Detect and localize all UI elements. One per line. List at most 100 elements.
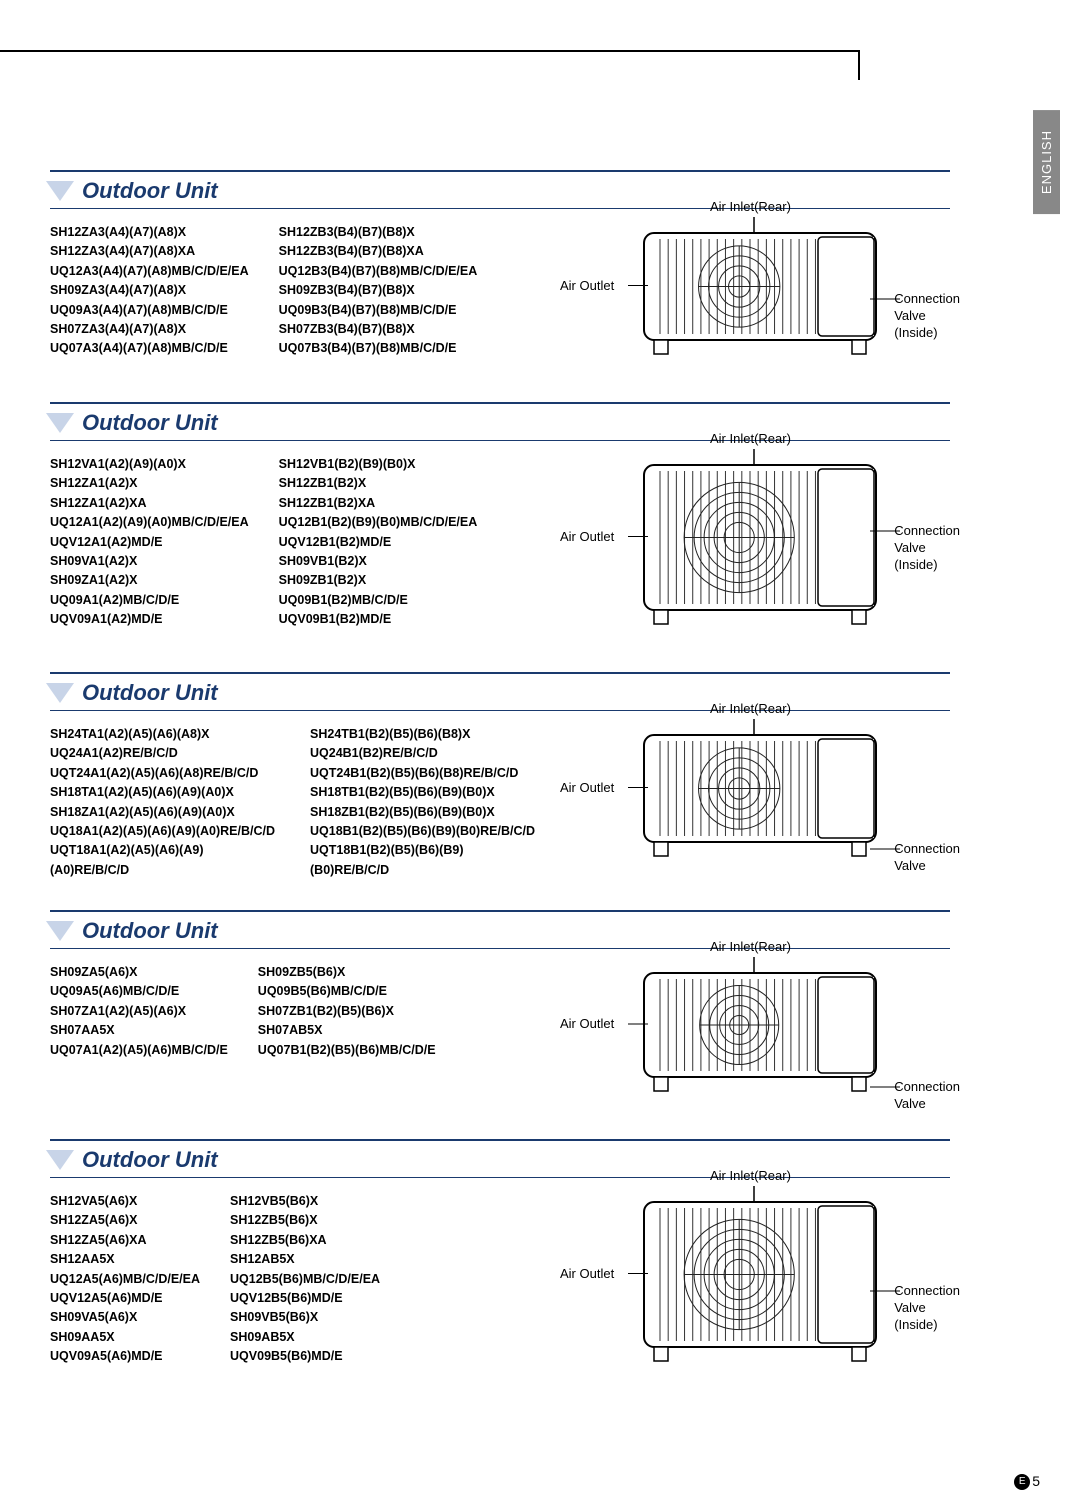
model-number: UQV09B5(B6)MD/E bbox=[230, 1347, 380, 1366]
model-number: SH12ZB3(B4)(B7)(B8)XA bbox=[279, 242, 478, 261]
model-number: UQ09A3(A4)(A7)(A8)MB/C/D/E bbox=[50, 301, 249, 320]
model-number: UQV09A1(A2)MD/E bbox=[50, 610, 249, 629]
model-number: UQ07B1(B2)(B5)(B6)MB/C/D/E bbox=[258, 1041, 436, 1060]
model-number: UQ12B3(B4)(B7)(B8)MB/C/D/E/EA bbox=[279, 262, 478, 281]
models-column-right: SH12VB5(B6)XSH12ZB5(B6)XSH12ZB5(B6)XASH1… bbox=[230, 1192, 380, 1379]
model-number: SH07AA5X bbox=[50, 1021, 228, 1040]
model-number: SH12ZB3(B4)(B7)(B8)X bbox=[279, 223, 478, 242]
model-number: SH12VA5(A6)X bbox=[50, 1192, 200, 1211]
model-number: UQT24B1(B2)(B5)(B6)(B8)RE/B/C/D bbox=[310, 764, 540, 783]
models-column-left: SH09ZA5(A6)XUQ09A5(A6)MB/C/D/ESH07ZA1(A2… bbox=[50, 963, 228, 1109]
model-number: SH09VB1(B2)X bbox=[279, 552, 478, 571]
outdoor-unit-section: Outdoor UnitSH12VA5(A6)XSH12ZA5(A6)XSH12… bbox=[50, 1139, 950, 1379]
model-number: SH18TB1(B2)(B5)(B6)(B9)(B0)X bbox=[310, 783, 540, 802]
model-number: UQ18B1(B2)(B5)(B6)(B9)(B0)RE/B/C/D bbox=[310, 822, 540, 841]
model-number: UQ09B5(B6)MB/C/D/E bbox=[258, 982, 436, 1001]
model-number: UQT18A1(A2)(A5)(A6)(A9)(A0)RE/B/C/D bbox=[50, 841, 280, 880]
models-column-right: SH24TB1(B2)(B5)(B6)(B8)XUQ24B1(B2)RE/B/C… bbox=[310, 725, 540, 880]
model-number: SH18ZB1(B2)(B5)(B6)(B9)(B0)X bbox=[310, 803, 540, 822]
model-number: UQ07B3(B4)(B7)(B8)MB/C/D/E bbox=[279, 339, 478, 358]
model-number: SH24TB1(B2)(B5)(B6)(B8)X bbox=[310, 725, 540, 744]
model-number: SH09VA5(A6)X bbox=[50, 1308, 200, 1327]
model-number: SH09ZA1(A2)X bbox=[50, 571, 249, 590]
outdoor-unit-section: Outdoor Unit SH24TA1(A2)(A5)(A6)(A8)XUQ24… bbox=[50, 672, 950, 880]
model-number: UQ07A1(A2)(A5)(A6)MB/C/D/E bbox=[50, 1041, 228, 1060]
model-number: SH12ZB1(B2)XA bbox=[279, 494, 478, 513]
unit-diagram: Air Inlet(Rear) Air Outlet ConnectionVal… bbox=[570, 1168, 950, 1379]
model-number: UQ12B5(B6)MB/C/D/E/EA bbox=[230, 1270, 380, 1289]
outdoor-unit-section: Outdoor Unit SH09ZA5(A6)XUQ09A5(A6)MB/C/D… bbox=[50, 910, 950, 1109]
triangle-icon bbox=[46, 1150, 74, 1170]
model-number: SH09ZB3(B4)(B7)(B8)X bbox=[279, 281, 478, 300]
model-number: UQ09A1(A2)MB/C/D/E bbox=[50, 591, 249, 610]
model-number: UQV12A5(A6)MD/E bbox=[50, 1289, 200, 1308]
model-number: UQV09B1(B2)MD/E bbox=[279, 610, 478, 629]
model-number: UQ12A5(A6)MB/C/D/E/EA bbox=[50, 1270, 200, 1289]
model-number: SH12VA1(A2)(A9)(A0)X bbox=[50, 455, 249, 474]
model-number: SH07AB5X bbox=[258, 1021, 436, 1040]
model-number: SH07ZB3(B4)(B7)(B8)X bbox=[279, 320, 478, 339]
section-title: Outdoor Unit bbox=[82, 918, 218, 944]
models-column-left: SH24TA1(A2)(A5)(A6)(A8)XUQ24A1(A2)RE/B/C… bbox=[50, 725, 280, 880]
model-number: SH12ZA1(A2)XA bbox=[50, 494, 249, 513]
model-number: SH12ZB5(B6)X bbox=[230, 1211, 380, 1230]
models-column-right: SH12VB1(B2)(B9)(B0)XSH12ZB1(B2)XSH12ZB1(… bbox=[279, 455, 478, 642]
model-number: SH07ZA1(A2)(A5)(A6)X bbox=[50, 1002, 228, 1021]
model-number: SH09ZA3(A4)(A7)(A8)X bbox=[50, 281, 249, 300]
page-number: E5 bbox=[1014, 1473, 1040, 1490]
model-number: SH18TA1(A2)(A5)(A6)(A9)(A0)X bbox=[50, 783, 280, 802]
model-number: SH12ZB1(B2)X bbox=[279, 474, 478, 493]
model-number: UQ24B1(B2)RE/B/C/D bbox=[310, 744, 540, 763]
model-number: SH12ZA3(A4)(A7)(A8)XA bbox=[50, 242, 249, 261]
model-number: SH12VB5(B6)X bbox=[230, 1192, 380, 1211]
unit-diagram: Air Inlet(Rear) Air Outlet ConnectionVal… bbox=[570, 431, 950, 642]
model-number: UQV09A5(A6)MD/E bbox=[50, 1347, 200, 1366]
language-tab: ENGLISH bbox=[1033, 110, 1060, 214]
model-number: SH12AB5X bbox=[230, 1250, 380, 1269]
model-number: UQV12A1(A2)MD/E bbox=[50, 533, 249, 552]
model-number: SH12ZA5(A6)X bbox=[50, 1211, 200, 1230]
models-column-right: SH09ZB5(B6)XUQ09B5(B6)MB/C/D/ESH07ZB1(B2… bbox=[258, 963, 436, 1109]
page-number-value: 5 bbox=[1032, 1473, 1040, 1489]
unit-diagram: Air Inlet(Rear) Air Outlet ConnectionVal… bbox=[570, 939, 950, 1109]
model-number: SH18ZA1(A2)(A5)(A6)(A9)(A0)X bbox=[50, 803, 280, 822]
model-number: SH09ZB5(B6)X bbox=[258, 963, 436, 982]
models-column-left: SH12ZA3(A4)(A7)(A8)XSH12ZA3(A4)(A7)(A8)X… bbox=[50, 223, 249, 372]
models-column-right: SH12ZB3(B4)(B7)(B8)XSH12ZB3(B4)(B7)(B8)X… bbox=[279, 223, 478, 372]
model-number: SH12ZA1(A2)X bbox=[50, 474, 249, 493]
triangle-icon bbox=[46, 921, 74, 941]
model-number: UQ09B3(B4)(B7)(B8)MB/C/D/E bbox=[279, 301, 478, 320]
model-number: SH12ZB5(B6)XA bbox=[230, 1231, 380, 1250]
triangle-icon bbox=[46, 683, 74, 703]
section-title: Outdoor Unit bbox=[82, 680, 218, 706]
page-frame bbox=[0, 50, 860, 80]
model-number: UQV12B1(B2)MD/E bbox=[279, 533, 478, 552]
unit-diagram: Air Inlet(Rear) Air Outlet ConnectionVal… bbox=[570, 701, 950, 874]
page-prefix-badge: E bbox=[1014, 1474, 1030, 1490]
model-number: SH12AA5X bbox=[50, 1250, 200, 1269]
model-number: UQ09A5(A6)MB/C/D/E bbox=[50, 982, 228, 1001]
content-area: Outdoor Unit SH12ZA3(A4)(A7)(A8)XSH12ZA3(… bbox=[50, 170, 950, 1409]
model-number: UQT24A1(A2)(A5)(A6)(A8)RE/B/C/D bbox=[50, 764, 280, 783]
section-title: Outdoor Unit bbox=[82, 410, 218, 436]
model-number: SH09ZB1(B2)X bbox=[279, 571, 478, 590]
model-number: SH07ZA3(A4)(A7)(A8)X bbox=[50, 320, 249, 339]
outdoor-unit-section: Outdoor Unit SH12ZA3(A4)(A7)(A8)XSH12ZA3(… bbox=[50, 170, 950, 372]
model-number: UQ12A3(A4)(A7)(A8)MB/C/D/E/EA bbox=[50, 262, 249, 281]
model-number: SH07ZB1(B2)(B5)(B6)X bbox=[258, 1002, 436, 1021]
triangle-icon bbox=[46, 181, 74, 201]
outdoor-unit-section: Outdoor UnitSH12VA1(A2)(A9)(A0)XSH12ZA1(… bbox=[50, 402, 950, 642]
model-number: UQ18A1(A2)(A5)(A6)(A9)(A0)RE/B/C/D bbox=[50, 822, 280, 841]
model-number: UQV12B5(B6)MD/E bbox=[230, 1289, 380, 1308]
model-number: UQ12A1(A2)(A9)(A0)MB/C/D/E/EA bbox=[50, 513, 249, 532]
model-number: SH09ZA5(A6)X bbox=[50, 963, 228, 982]
model-number: UQ24A1(A2)RE/B/C/D bbox=[50, 744, 280, 763]
section-title: Outdoor Unit bbox=[82, 178, 218, 204]
model-number: SH09AB5X bbox=[230, 1328, 380, 1347]
model-number: UQ12B1(B2)(B9)(B0)MB/C/D/E/EA bbox=[279, 513, 478, 532]
models-column-left: SH12VA5(A6)XSH12ZA5(A6)XSH12ZA5(A6)XASH1… bbox=[50, 1192, 200, 1379]
model-number: SH09VB5(B6)X bbox=[230, 1308, 380, 1327]
model-number: UQT18B1(B2)(B5)(B6)(B9)(B0)RE/B/C/D bbox=[310, 841, 540, 880]
section-title: Outdoor Unit bbox=[82, 1147, 218, 1173]
model-number: SH12VB1(B2)(B9)(B0)X bbox=[279, 455, 478, 474]
